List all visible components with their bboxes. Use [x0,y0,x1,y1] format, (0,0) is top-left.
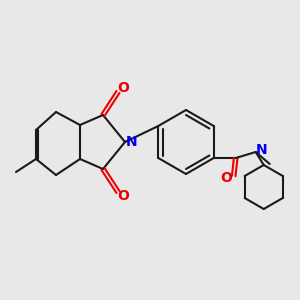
Text: O: O [117,189,129,203]
Text: N: N [256,143,268,157]
Text: O: O [220,171,232,185]
Text: O: O [117,81,129,95]
Text: N: N [126,135,138,149]
